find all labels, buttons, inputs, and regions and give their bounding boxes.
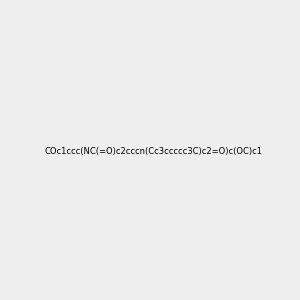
Text: COc1ccc(NC(=O)c2cccn(Cc3ccccc3C)c2=O)c(OC)c1: COc1ccc(NC(=O)c2cccn(Cc3ccccc3C)c2=O)c(O…: [45, 147, 263, 156]
